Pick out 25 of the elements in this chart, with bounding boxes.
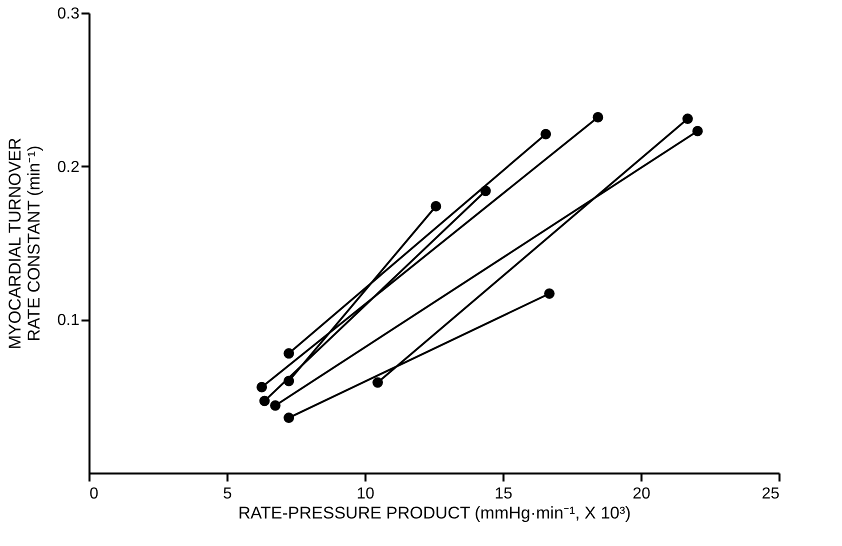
point bbox=[480, 186, 491, 196]
point bbox=[270, 400, 281, 411]
x-axis-title: RATE-PRESSURE PRODUCT (mmHg·min⁻¹, X 10³) bbox=[238, 504, 631, 522]
x-tick-label: 10 bbox=[356, 486, 374, 502]
point bbox=[544, 288, 555, 299]
point bbox=[284, 376, 294, 386]
point bbox=[256, 382, 268, 392]
point bbox=[284, 348, 294, 359]
x-tick-label: 0 bbox=[90, 486, 98, 502]
x-tick-label: 15 bbox=[494, 486, 512, 502]
point bbox=[682, 114, 693, 124]
point bbox=[592, 112, 604, 122]
x-tick-label: 25 bbox=[762, 486, 780, 502]
point bbox=[430, 200, 442, 212]
x-tick-label: 5 bbox=[223, 486, 232, 502]
point bbox=[692, 126, 703, 136]
y-tick-label: 0.3 bbox=[57, 6, 80, 22]
point bbox=[540, 128, 552, 140]
x-tick-label: 20 bbox=[632, 486, 650, 502]
point bbox=[284, 412, 294, 424]
y-tick-label: 0.1 bbox=[57, 312, 80, 330]
y-axis-title: MYOCARDIAL TURNOVER RATE CONSTANT (min⁻¹) bbox=[5, 138, 44, 350]
point bbox=[372, 377, 383, 388]
point bbox=[259, 396, 270, 406]
y-tick-label: 0.2 bbox=[57, 158, 80, 176]
